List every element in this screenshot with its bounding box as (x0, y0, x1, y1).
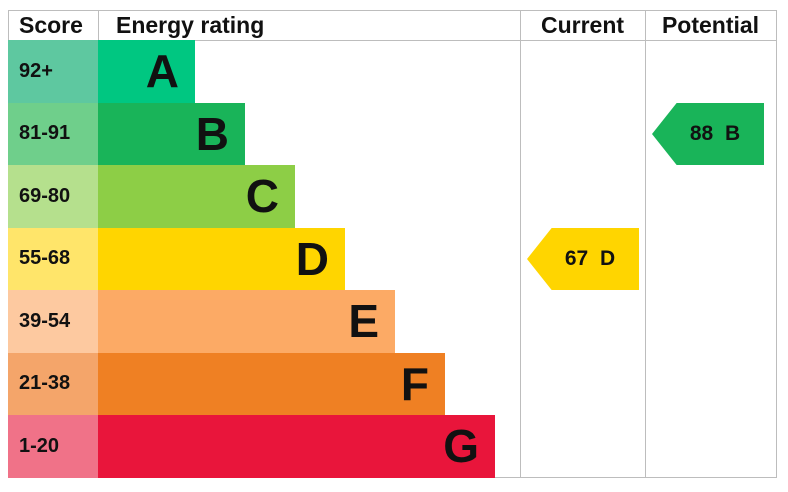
header-divider (8, 40, 777, 41)
score-cell-f: 21-38 (8, 352, 98, 415)
score-cell-b: 81-91 (8, 102, 98, 165)
rating-bar-a: A (98, 40, 195, 103)
top-border (8, 10, 777, 11)
current-rating-arrow: 67 D (527, 228, 639, 290)
energy-rating-header: Energy rating (116, 12, 265, 38)
score-cell-g: 1-20 (8, 415, 98, 478)
current-divider (520, 10, 521, 478)
rating-bar-f: F (98, 352, 445, 415)
potential-rating-arrow: 88 B (652, 103, 764, 165)
rating-bar-b: B (98, 102, 245, 165)
score-header: Score (19, 12, 83, 38)
bottom-border (8, 477, 777, 478)
rating-bar-e: E (98, 290, 395, 353)
score-cell-c: 69-80 (8, 165, 98, 228)
score-cell-a: 92+ (8, 40, 98, 103)
score-cell-d: 55-68 (8, 227, 98, 290)
rating-bar-c: C (98, 165, 295, 228)
potential-divider (645, 10, 646, 478)
current-header: Current (540, 12, 625, 38)
score-divider (98, 10, 99, 40)
rating-bar-g: G (98, 415, 495, 478)
right-border (776, 10, 777, 478)
potential-header: Potential (661, 12, 760, 38)
rating-bar-d: D (98, 227, 345, 290)
score-cell-e: 39-54 (8, 290, 98, 353)
